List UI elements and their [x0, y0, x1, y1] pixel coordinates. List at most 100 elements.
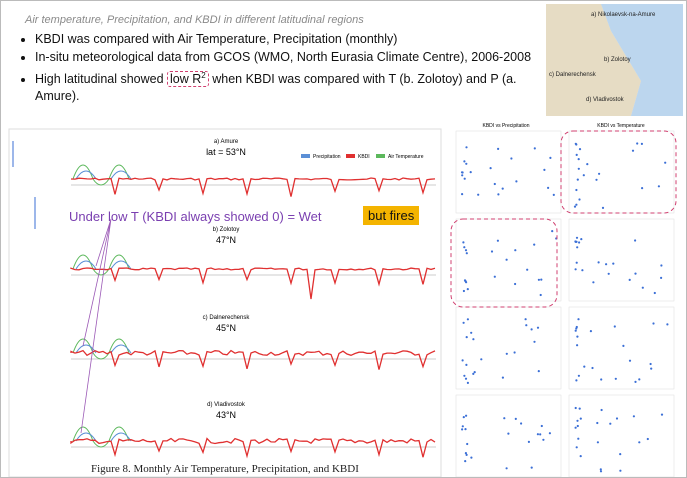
dot: [608, 273, 610, 275]
dot: [497, 148, 499, 150]
dot: [580, 238, 582, 240]
dot: [575, 379, 577, 381]
dot: [591, 367, 593, 369]
dot: [580, 455, 582, 457]
dot: [463, 290, 465, 292]
dot: [538, 370, 540, 372]
dot: [590, 330, 592, 332]
dot: [601, 409, 603, 411]
dot: [551, 230, 553, 232]
dot: [534, 147, 536, 149]
dot: [575, 327, 577, 329]
dot: [598, 173, 600, 175]
dot: [547, 187, 549, 189]
dot: [506, 353, 508, 355]
dot: [575, 268, 577, 270]
dot: [602, 207, 604, 209]
dot: [502, 188, 504, 190]
dot: [537, 327, 539, 329]
dot: [575, 407, 577, 409]
dot: [491, 250, 493, 252]
figure: a) Nikolaevsk-na-Amure b) Zolotoy c) Dal…: [1, 1, 686, 477]
dot: [497, 240, 499, 242]
dot: [490, 167, 492, 169]
dot: [461, 174, 463, 176]
dot: [465, 364, 467, 366]
scatter-header: KBDI vs Precipitation: [483, 123, 530, 129]
dot: [465, 146, 467, 148]
scatter-plot: [456, 219, 561, 301]
legend-label: Precipitation: [313, 154, 341, 160]
panel-lat: 43°N: [216, 410, 236, 420]
dot: [461, 171, 463, 173]
dot: [465, 378, 467, 380]
dot: [578, 375, 580, 377]
dot: [658, 185, 660, 187]
dot: [575, 330, 577, 332]
dot: [660, 277, 662, 279]
scatter-header: KBDI vs Temperature: [597, 123, 645, 129]
dot: [575, 204, 577, 206]
dot: [578, 168, 580, 170]
dot: [494, 276, 496, 278]
map-label: b) Zolotoy: [604, 57, 631, 63]
dot: [553, 194, 555, 196]
dot: [661, 414, 663, 416]
dot: [634, 273, 636, 275]
dot: [632, 150, 634, 152]
dot: [463, 246, 465, 248]
dot: [650, 368, 652, 370]
highlight: but fires: [363, 206, 419, 225]
dot: [579, 148, 581, 150]
dot: [467, 318, 469, 320]
dot: [465, 249, 467, 251]
annotation: Under low T (KBDI always showed 0) = Wet: [69, 209, 322, 224]
dot: [480, 358, 482, 360]
dot: [543, 169, 545, 171]
dot: [600, 378, 602, 380]
dot: [586, 163, 588, 165]
map-label: a) Nikolaevsk-na-Amure: [591, 12, 656, 18]
scatter-plot: [456, 307, 561, 389]
scatter-plot: [569, 131, 674, 213]
dot: [520, 422, 522, 424]
dot: [576, 336, 578, 338]
dot: [619, 470, 621, 472]
dot: [462, 359, 464, 361]
dot: [592, 281, 594, 283]
dot: [578, 241, 580, 243]
dot: [539, 433, 541, 435]
dot: [576, 246, 578, 248]
panel-name: d) Vladivostok: [207, 402, 246, 408]
dot: [515, 180, 517, 182]
dot: [464, 428, 466, 430]
scatter-plot: [569, 395, 674, 477]
dot: [614, 325, 616, 327]
panel-name: c) Dalnerechensk: [203, 315, 251, 321]
caption: Figure 8. Monthly Air Temperature, Preci…: [91, 463, 359, 475]
legend-label: KBDI: [358, 154, 370, 160]
dot: [474, 371, 476, 373]
dot: [514, 283, 516, 285]
dot: [577, 179, 579, 181]
dot: [506, 467, 508, 469]
dot: [472, 373, 474, 375]
scatter-plot: [569, 219, 674, 301]
dot: [654, 292, 656, 294]
dot: [541, 425, 543, 427]
dot: [531, 467, 533, 469]
dot: [596, 422, 598, 424]
dot: [465, 281, 467, 283]
dot: [615, 378, 617, 380]
dot: [578, 158, 580, 160]
dot: [533, 341, 535, 343]
dot: [597, 441, 599, 443]
dot: [540, 294, 542, 296]
dot: [579, 408, 581, 410]
dot: [600, 470, 602, 472]
dot: [580, 418, 582, 420]
dot: [466, 454, 468, 456]
dot: [538, 279, 540, 281]
dot: [537, 433, 539, 435]
dot: [461, 428, 463, 430]
